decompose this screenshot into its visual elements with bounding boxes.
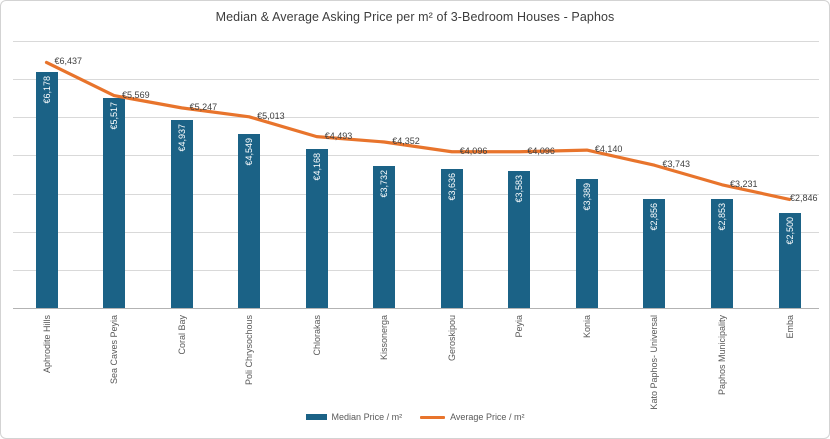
average-line	[44, 60, 792, 202]
median-bar: €6,178	[35, 72, 58, 308]
median-bar-value-label: €4,168	[311, 153, 322, 181]
category-label: Kissonerga	[379, 315, 390, 361]
legend-average-label: Average Price / m²	[450, 412, 525, 422]
gridline	[13, 155, 819, 157]
gridline	[13, 231, 819, 233]
category-label: Poli Chrysochous	[244, 315, 255, 386]
median-bar-value-label: €3,389	[581, 182, 592, 211]
category-label: Geroskipou	[446, 315, 457, 362]
legend-item-median: Median Price / m²	[305, 412, 403, 422]
median-bar-value-label: €2,853	[717, 203, 727, 231]
average-point-label: €3,231	[730, 178, 758, 189]
median-bar: €3,732	[373, 165, 396, 308]
category-label: Paphos Municipality	[717, 315, 727, 396]
category-label: Emba	[784, 315, 795, 339]
average-point-label: €5,247	[189, 101, 218, 112]
average-point-label: €5,013	[257, 110, 285, 121]
gridline	[13, 193, 819, 195]
average-point-label: €4,140	[594, 144, 623, 155]
median-bar: €4,937	[170, 119, 193, 308]
category-label: Kato Paphos- Universal	[649, 315, 660, 410]
gridline	[13, 269, 819, 271]
legend-median-label: Median Price / m²	[331, 412, 403, 422]
category-label: Aphrodite Hills	[41, 315, 52, 374]
median-bar: €2,500	[778, 212, 801, 308]
median-bar-value-label: €2,500	[784, 216, 795, 245]
legend: Median Price / m² Average Price / m²	[1, 412, 829, 422]
category-label: Sea Caves Peyia	[109, 315, 120, 385]
median-swatch-icon	[305, 414, 327, 420]
gridline	[13, 117, 819, 119]
median-bar-value-label: €4,937	[176, 123, 187, 152]
median-bar-value-label: €3,583	[514, 175, 525, 203]
median-bar: €2,856	[643, 199, 666, 308]
median-bar: €4,549	[238, 134, 261, 308]
median-bar-value-label: €2,856	[649, 203, 660, 231]
average-point-label: €4,096	[527, 145, 555, 156]
legend-item-average: Average Price / m²	[420, 412, 524, 422]
median-bar: €3,389	[575, 178, 598, 308]
average-point-label: €5,569	[122, 89, 150, 100]
average-swatch-icon	[420, 415, 446, 419]
median-bar: €5,517	[103, 97, 126, 308]
category-label: Konia	[581, 315, 592, 339]
median-bar: €4,168	[305, 149, 328, 308]
median-bar-value-label: €4,549	[244, 138, 255, 167]
average-point-label: €4,493	[324, 130, 353, 141]
median-bar-value-label: €3,636	[446, 173, 457, 201]
median-bar-value-label: €6,178	[41, 76, 52, 104]
median-bar: €2,853	[711, 199, 733, 308]
gridline	[13, 79, 819, 81]
category-label: Peyia	[514, 315, 525, 338]
average-point-label: €3,743	[662, 159, 690, 170]
gridline	[13, 41, 819, 42]
average-point-label: €4,352	[392, 136, 420, 146]
median-bar-value-label: €3,732	[379, 169, 390, 198]
average-point-label: €6,437	[54, 56, 83, 67]
median-bar: €3,583	[508, 171, 531, 308]
category-label: Chlorakas	[311, 315, 322, 356]
x-axis-line	[13, 308, 819, 309]
average-point-label: €2,846	[790, 193, 818, 204]
chart-title: Median & Average Asking Price per m² of …	[215, 10, 615, 24]
median-bar-value-label: €5,517	[109, 101, 120, 130]
category-label: Coral Bay	[176, 315, 187, 355]
median-bar: €3,636	[440, 169, 463, 308]
average-point-label: €4,096	[459, 145, 488, 156]
